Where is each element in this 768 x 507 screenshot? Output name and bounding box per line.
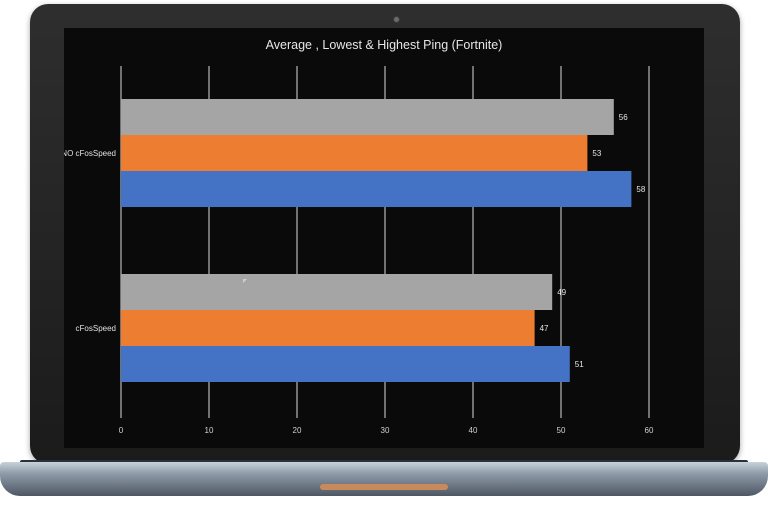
- bar: [121, 274, 553, 310]
- x-tick-label: 10: [205, 426, 214, 435]
- data-label: 58: [636, 185, 645, 194]
- data-label: 51: [575, 360, 584, 369]
- mouse-cursor-icon: [243, 279, 247, 283]
- x-tick-label: 50: [557, 426, 566, 435]
- data-label: 56: [619, 113, 628, 122]
- bar: [121, 171, 632, 207]
- data-label: 49: [557, 288, 566, 297]
- webcam-icon: [393, 16, 400, 23]
- category-label: cFosSpeed: [76, 324, 116, 333]
- bar: [121, 135, 588, 171]
- chart-title: Average , Lowest & Highest Ping (Fortnit…: [265, 38, 503, 52]
- bar: [121, 346, 570, 382]
- bar: [121, 310, 535, 346]
- x-tick-label: 20: [293, 426, 302, 435]
- laptop-base: [0, 462, 768, 496]
- x-tick-label: 0: [119, 426, 124, 435]
- x-tick-label: 60: [645, 426, 654, 435]
- data-label: 47: [540, 324, 549, 333]
- data-label: 53: [592, 149, 601, 158]
- chart-screen: Average , Lowest & Highest Ping (Fortnit…: [64, 28, 704, 448]
- category-label: NO cFosSpeed: [64, 149, 116, 158]
- bar-chart: 0 10 20 30 40 50 60 NO cFosSpeed 56 53 58 cFosSpeed…: [64, 66, 654, 435]
- x-tick-label: 30: [381, 426, 390, 435]
- laptop-opening-notch: [320, 484, 448, 490]
- x-tick-label: 40: [469, 426, 478, 435]
- bar: [121, 99, 614, 135]
